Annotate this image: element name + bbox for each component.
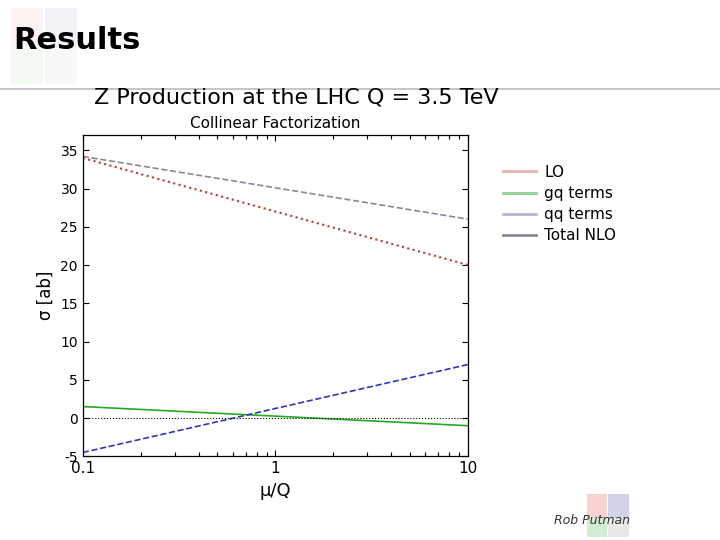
Title: Collinear Factorization: Collinear Factorization [190,116,361,131]
Line: qq terms: qq terms [83,157,468,219]
qq terms [78,153,87,160]
Text: Results: Results [13,26,140,55]
Text: Z Production at the LHC Q = 3.5 TeV: Z Production at the LHC Q = 3.5 TeV [94,88,498,108]
qq terms [204,174,212,180]
gq terms [321,415,330,422]
LO [321,222,330,228]
qq terms [125,161,133,167]
gq terms [356,417,365,423]
Legend: LO, gq terms, qq terms, Total NLO: LO, gq terms, qq terms, Total NLO [497,159,622,249]
Line: gq terms: gq terms [83,407,468,426]
gq terms [78,403,87,410]
qq terms [356,199,365,205]
Text: Rob Putman: Rob Putman [554,514,630,526]
gq terms [464,422,472,429]
Total NLO [359,386,367,392]
qq terms [359,199,367,205]
qq terms [464,216,472,222]
LO [78,155,87,161]
Total NLO [204,421,212,427]
gq terms [231,411,240,417]
Line: Total NLO: Total NLO [83,364,468,453]
Total NLO [231,414,240,421]
LO [125,167,133,174]
LO [464,262,472,268]
qq terms [231,178,240,185]
LO [231,197,240,204]
Total NLO [356,386,365,392]
LO [204,190,212,196]
Total NLO [78,449,87,456]
gq terms [125,406,133,412]
qq terms [321,193,330,199]
gq terms [204,409,212,416]
Total NLO [321,394,330,400]
Line: LO: LO [83,158,468,265]
LO [359,233,367,239]
Total NLO [464,361,472,368]
gq terms [359,417,367,424]
Y-axis label: σ [ab]: σ [ab] [37,271,55,320]
LO [356,232,365,239]
X-axis label: μ/Q: μ/Q [260,482,291,500]
Total NLO [125,438,133,445]
